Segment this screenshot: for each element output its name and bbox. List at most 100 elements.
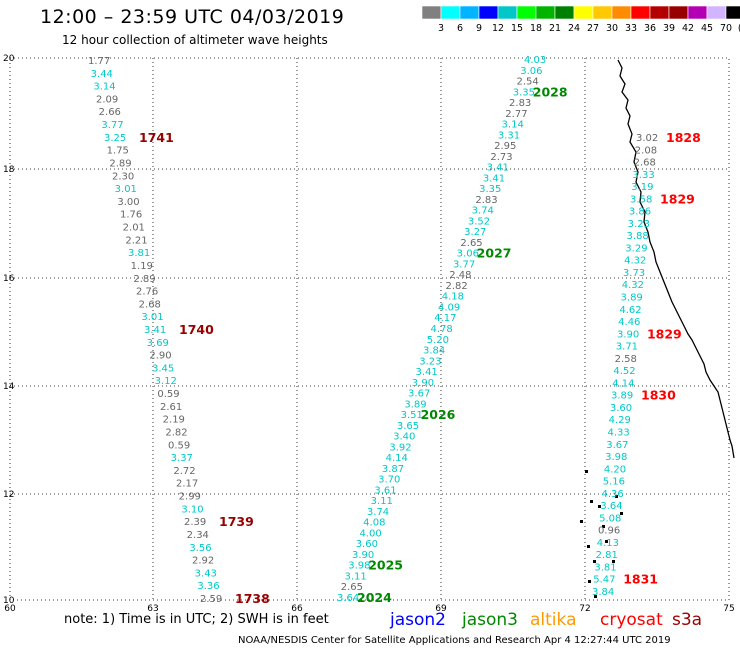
wave-height-value: 2.65 xyxy=(341,582,363,593)
wave-height-value: 3.45 xyxy=(152,363,174,374)
color-scale-label: 30 xyxy=(606,23,618,34)
color-swatch xyxy=(478,5,499,20)
satellite-altika: altika xyxy=(530,610,577,630)
wave-height-value: 3.60 xyxy=(356,539,378,550)
wave-height-value: 2.89 xyxy=(133,274,155,285)
color-swatch xyxy=(440,5,461,20)
color-swatch xyxy=(687,5,708,20)
color-scale-label: 33 xyxy=(625,23,637,34)
pass-time-label: 1831 xyxy=(623,572,658,587)
wave-height-value: 4.18 xyxy=(442,292,464,303)
wave-height-value: 3.40 xyxy=(393,432,415,443)
color-swatch xyxy=(649,5,670,20)
wave-height-value: 3.25 xyxy=(104,133,126,144)
wave-height-value: 2.66 xyxy=(99,107,121,118)
island-mark xyxy=(602,525,605,528)
satellite-jason3: jason3 xyxy=(462,610,518,630)
x-tick-label: 75 xyxy=(723,604,734,614)
wave-height-value: 4.32 xyxy=(622,280,644,291)
wave-height-value: 3.41 xyxy=(487,163,509,174)
color-swatch xyxy=(592,5,613,20)
wave-height-value: 2.61 xyxy=(160,402,182,413)
wave-height-value: 2.08 xyxy=(635,145,657,156)
page-title: 12:00 – 23:59 UTC 04/03/2019 xyxy=(40,6,345,28)
wave-height-value: 3.70 xyxy=(378,475,400,486)
island-mark xyxy=(587,545,590,548)
wave-height-value: 4.62 xyxy=(619,305,641,316)
wave-height-value: 2.68 xyxy=(634,158,656,169)
footer-note: note: 1) Time is in UTC; 2) SWH is in fe… xyxy=(64,612,329,627)
wave-height-value: 3.52 xyxy=(468,216,490,227)
color-swatch xyxy=(554,5,575,20)
wave-height-value: 2.21 xyxy=(125,235,147,246)
wave-height-value: 3.31 xyxy=(498,130,520,141)
wave-height-value: 3.41 xyxy=(483,173,505,184)
pass-time-label: 2024 xyxy=(357,590,392,605)
wave-height-value: 3.81 xyxy=(128,248,150,259)
wave-height-value: 3.86 xyxy=(629,207,651,218)
wave-height-value: 3.92 xyxy=(389,442,411,453)
wave-height-value: 4.46 xyxy=(618,317,640,328)
wave-height-value: 2.59 xyxy=(200,594,222,605)
wave-height-value: 0.96 xyxy=(598,526,620,537)
wave-height-value: 4.20 xyxy=(604,464,626,475)
pass-time-label: 1828 xyxy=(666,130,701,145)
wave-height-value: 4.08 xyxy=(363,518,385,529)
wave-height-value: 3.02 xyxy=(636,133,658,144)
wave-height-value: 3.01 xyxy=(141,312,163,323)
color-swatch xyxy=(573,5,594,20)
page-subtitle: 12 hour collection of altimeter wave hei… xyxy=(62,33,328,47)
wave-height-value: 2.34 xyxy=(187,530,209,541)
wave-height-value: 4.14 xyxy=(386,453,408,464)
island-mark xyxy=(590,500,593,503)
wave-height-value: 5.20 xyxy=(427,335,449,346)
island-mark xyxy=(620,512,623,515)
wave-height-value: 3.11 xyxy=(344,571,366,582)
wave-height-value: 1.77 xyxy=(88,56,110,67)
x-tick-label: 72 xyxy=(579,604,590,614)
altimeter-tracks: 1.773.443.142.092.663.773.251.752.892.30… xyxy=(88,55,701,606)
island-mark xyxy=(588,580,591,583)
color-scale-label: 39 xyxy=(663,23,675,34)
wave-height-value: 3.89 xyxy=(621,293,643,304)
wave-height-value: 3.06 xyxy=(520,66,542,77)
island-mark xyxy=(612,560,615,563)
pass-time-label: 2028 xyxy=(533,84,568,99)
satellite-cryosat: cryosat xyxy=(600,610,663,630)
wave-height-value: 3.64 xyxy=(600,501,622,512)
wave-height-value: 3.41 xyxy=(416,367,438,378)
color-swatch xyxy=(497,5,518,20)
wave-height-value: 3.19 xyxy=(631,182,653,193)
wave-height-value: 3.33 xyxy=(632,170,654,181)
wave-height-value: 3.89 xyxy=(611,391,633,402)
wave-height-value: 0.59 xyxy=(168,440,190,451)
wave-height-value: 2.54 xyxy=(517,77,539,88)
wave-height-value: 3.69 xyxy=(147,338,169,349)
color-scale-label: 70 xyxy=(720,23,732,34)
wave-height-value: 3.44 xyxy=(91,69,113,80)
wave-height-value: 2.81 xyxy=(596,550,618,561)
wave-height-value: 2.76 xyxy=(136,287,158,298)
wave-height-value: 4.00 xyxy=(359,528,381,539)
pass-time-label: 2027 xyxy=(477,246,512,261)
wave-height-value: 4.78 xyxy=(431,324,453,335)
wave-height-value: 2.01 xyxy=(123,223,145,234)
wave-height-value: 3.06 xyxy=(457,249,479,260)
wave-height-value: 5.16 xyxy=(603,477,625,488)
color-scale-label: 12 xyxy=(492,23,504,34)
wave-height-value: 2.39 xyxy=(184,517,206,528)
y-tick-label: 18 xyxy=(3,165,15,175)
wave-height-value: 2.30 xyxy=(112,171,134,182)
y-tick-label: 12 xyxy=(3,490,14,500)
color-scale-label: 45 xyxy=(701,23,713,34)
pass-time-label: 2026 xyxy=(421,407,456,422)
satellite-s3a: s3a xyxy=(672,610,703,630)
color-scale-label: 15 xyxy=(511,23,523,34)
wave-height-value: 2.58 xyxy=(615,354,637,365)
wave-height-value: 3.58 xyxy=(630,194,652,205)
wave-height-value: 4.13 xyxy=(597,538,619,549)
color-scale-label: 36 xyxy=(644,23,656,34)
track-west: 1.773.443.142.092.663.773.251.752.892.30… xyxy=(88,56,270,606)
island-mark xyxy=(594,595,597,598)
